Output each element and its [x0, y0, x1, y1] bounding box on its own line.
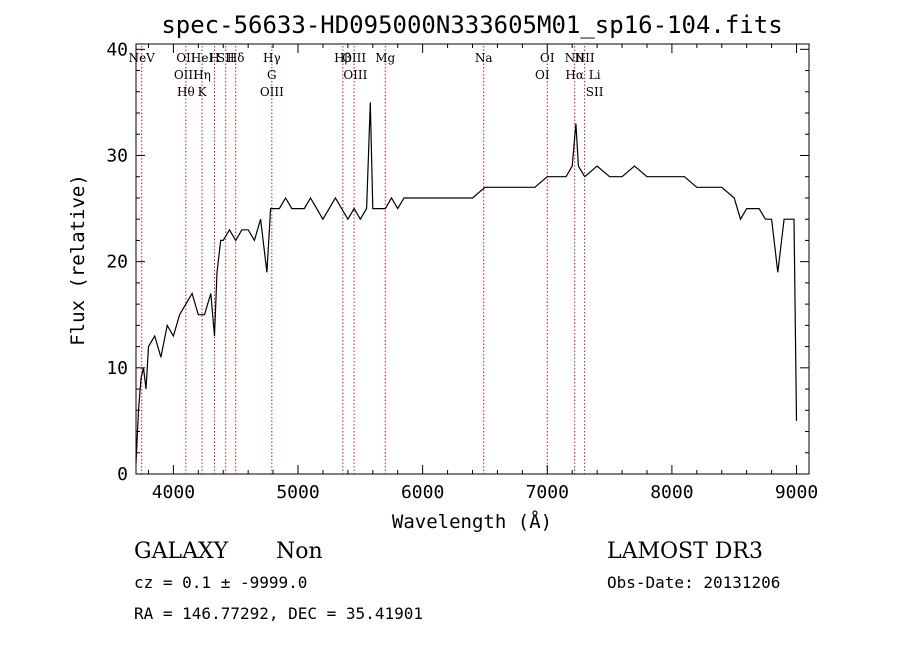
spectral-line-label: Hα [565, 68, 584, 82]
spectral-line-label: OI [540, 51, 555, 65]
spectral-line-label: Na [475, 51, 493, 65]
spectral-line-label: NeV [129, 51, 156, 65]
spectral-line-label: SII [217, 51, 235, 65]
spectrum-series-line [135, 102, 798, 464]
spectral-line-label: HeI [191, 51, 214, 65]
survey-name: LAMOST DR3 [607, 539, 763, 564]
y-tick-label: 0 [117, 464, 128, 485]
object-subclass: Non [276, 539, 323, 564]
x-tick-label: 7000 [526, 482, 569, 503]
spectral-line-label: SII [586, 85, 604, 99]
y-tick-label: 20 [106, 252, 128, 273]
spectral-line-label: Hβ [334, 51, 351, 65]
spectral-line-label: NII [565, 51, 585, 65]
spectral-line-label: OIII [260, 85, 284, 99]
x-tick-label: 9000 [775, 482, 818, 503]
redshift-text: cz = 0.1 ± -9999.0 [134, 573, 307, 592]
x-tick-label: 8000 [650, 482, 693, 503]
spectral-line-label: OI [535, 68, 550, 82]
spectral-line-label: OII [176, 51, 196, 65]
x-tick-label: 6000 [401, 482, 444, 503]
spectral-line-label: Hη [193, 68, 211, 82]
y-axis: 0 10 20 30 40 [106, 39, 809, 485]
spectral-line-label: NII [575, 51, 595, 65]
x-axis: 4000 5000 6000 7000 8000 9000 [147, 44, 818, 503]
spectral-line-label: OIII [174, 68, 198, 82]
spectral-line-label: OIII [342, 51, 366, 65]
spectral-line-label: Hθ [177, 85, 195, 99]
spectral-line-label: K [198, 85, 208, 99]
spectral-line-label: Mg [375, 51, 395, 65]
spectral-line-label: Li [589, 68, 601, 82]
coordinates-text: RA = 146.77292, DEC = 35.41901 [134, 604, 423, 623]
spectral-line-label: H [209, 51, 219, 65]
x-tick-label: 5000 [276, 482, 319, 503]
y-tick-label: 10 [106, 358, 128, 379]
spectral-line-label: OIII [343, 68, 367, 82]
y-tick-label: 40 [106, 39, 128, 60]
y-axis-label: Flux (relative) [67, 174, 89, 346]
spectral-line-label: G [267, 68, 277, 82]
x-tick-label: 4000 [152, 482, 195, 503]
chart-title: spec-56633-HD095000N333605M01_sp16-104.f… [161, 11, 782, 39]
y-tick-label: 30 [106, 145, 128, 166]
spectral-line-label: Hγ [263, 51, 281, 65]
x-axis-label: Wavelength (Å) [392, 510, 552, 533]
obs-date-text: Obs-Date: 20131206 [607, 573, 780, 592]
spectral-line-markers [141, 46, 586, 474]
plot-frame [135, 43, 810, 475]
object-class: GALAXY [134, 539, 229, 564]
spectral-line-label: Hδ [227, 51, 245, 65]
